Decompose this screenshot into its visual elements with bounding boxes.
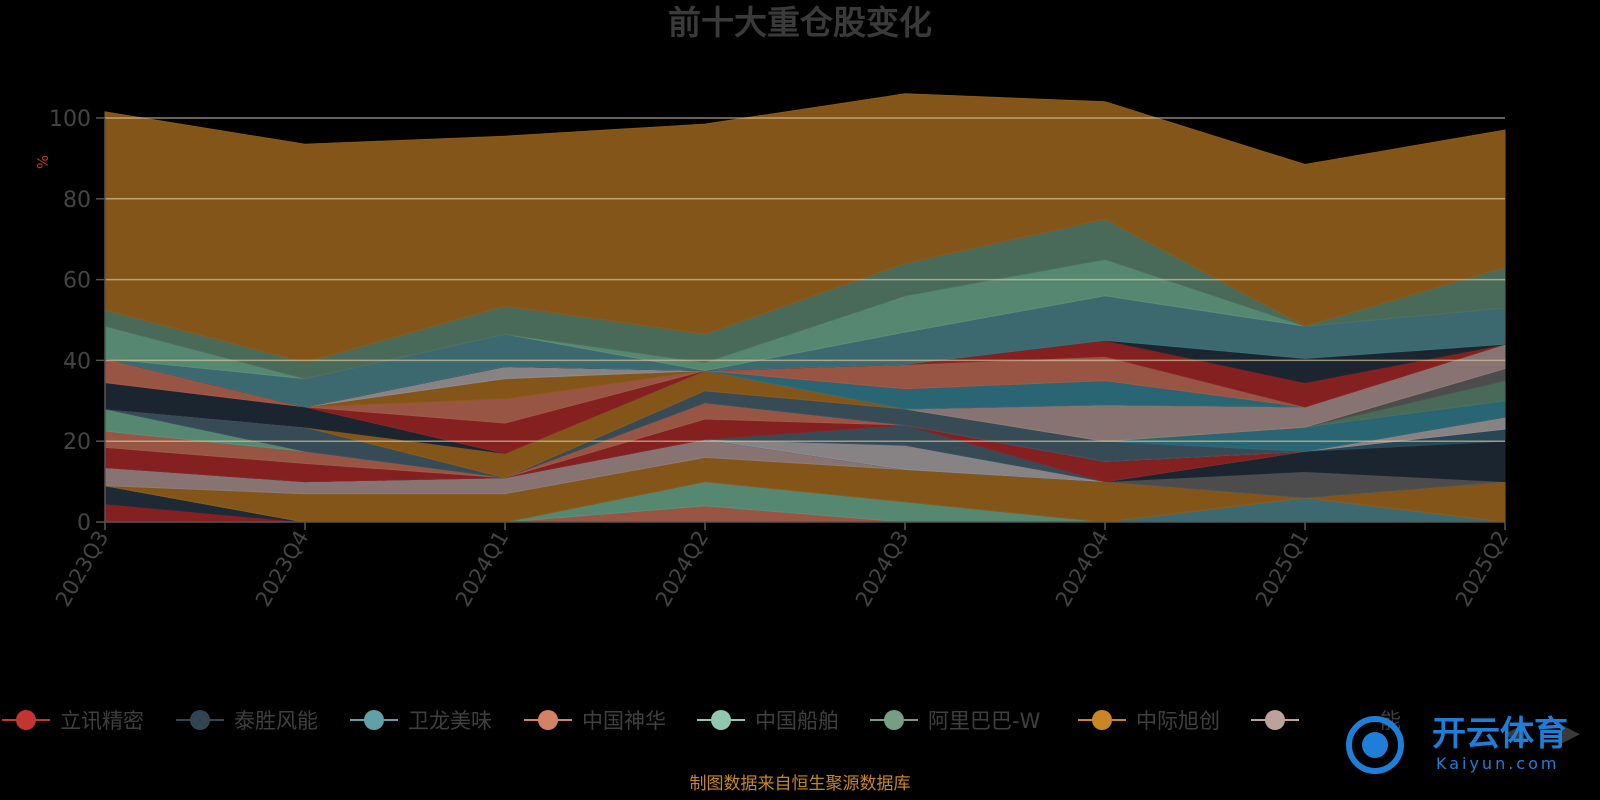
- legend-item[interactable]: 泰胜风能: [176, 709, 318, 733]
- y-tick-label: 40: [63, 349, 91, 374]
- y-tick-label: 0: [77, 511, 91, 536]
- chart-title: 前十大重仓股变化: [668, 3, 932, 42]
- y-axis-label: %: [34, 155, 52, 169]
- x-axis-ticks: 2023Q3 2023Q4 2024Q1 2024Q2 2024Q3 2024Q4 2025…: [51, 522, 1513, 611]
- legend-item[interactable]: [1251, 710, 1299, 730]
- y-tick-label: 100: [49, 107, 91, 132]
- legend: 立讯精密 泰胜风能 卫龙美味 中国神华 中国船舶 阿里巴巴-W 中际旭创能: [2, 709, 1401, 733]
- legend-label: 泰胜风能: [234, 709, 318, 733]
- x-tick-label: 2024Q2: [651, 527, 713, 611]
- legend-pager[interactable]: ◀ ▶: [1504, 718, 1580, 748]
- legend-item[interactable]: 中国船舶: [697, 709, 839, 733]
- legend-marker-icon: [711, 710, 731, 730]
- watermark-logo: 开云体育 Kaiyun.com: [1346, 714, 1568, 774]
- legend-label: 中国船舶: [755, 709, 839, 733]
- footer-source: 制图数据来自恒生聚源数据库: [690, 774, 911, 794]
- legend-marker-icon: [1265, 710, 1285, 730]
- legend-next-icon[interactable]: ▶: [1560, 718, 1580, 748]
- legend-label: 卫龙美味: [408, 709, 492, 733]
- legend-label: 中际旭创: [1136, 709, 1220, 733]
- legend-marker-icon: [538, 710, 558, 730]
- legend-marker-icon: [884, 710, 904, 730]
- x-tick-label: 2024Q3: [851, 527, 913, 611]
- y-axis-ticks: 0 20 40 60 80 100: [49, 107, 91, 536]
- x-tick-label: 2025Q2: [1451, 527, 1513, 611]
- watermark-sub: Kaiyun.com: [1436, 754, 1559, 773]
- x-tick-label: 2023Q3: [51, 527, 113, 611]
- legend-marker-icon: [1092, 710, 1112, 730]
- legend-item[interactable]: 阿里巴巴-W: [870, 709, 1041, 733]
- legend-label: 中国神华: [582, 709, 666, 733]
- series-area-35: [104, 93, 1506, 363]
- grid-lines: [96, 117, 1505, 523]
- y-tick-label: 20: [63, 430, 91, 455]
- y-tick-label: 60: [63, 269, 91, 294]
- y-tick-label: 80: [63, 188, 91, 213]
- x-tick-label: 2025Q1: [1251, 527, 1313, 611]
- legend-label: 阿里巴巴-W: [928, 709, 1041, 733]
- x-tick-label: 2024Q1: [451, 527, 513, 611]
- legend-prev-icon[interactable]: ◀: [1504, 718, 1524, 748]
- legend-marker-icon: [190, 710, 210, 730]
- legend-item[interactable]: 立讯精密: [2, 709, 144, 733]
- legend-item[interactable]: 中国神华: [524, 709, 666, 733]
- legend-item[interactable]: 中际旭创: [1078, 709, 1220, 733]
- soccer-ball-core: [1362, 732, 1388, 758]
- legend-marker-icon: [16, 710, 36, 730]
- legend-marker-icon: [364, 710, 384, 730]
- soccer-ball-icon: [1346, 716, 1404, 774]
- x-tick-label: 2023Q4: [251, 527, 313, 611]
- x-tick-label: 2024Q4: [1051, 527, 1113, 611]
- legend-label: 立讯精密: [60, 709, 144, 733]
- watermark-main: 开云体育: [1432, 714, 1568, 754]
- legend-item[interactable]: 卫龙美味: [350, 709, 492, 733]
- series-areas: [104, 93, 1506, 523]
